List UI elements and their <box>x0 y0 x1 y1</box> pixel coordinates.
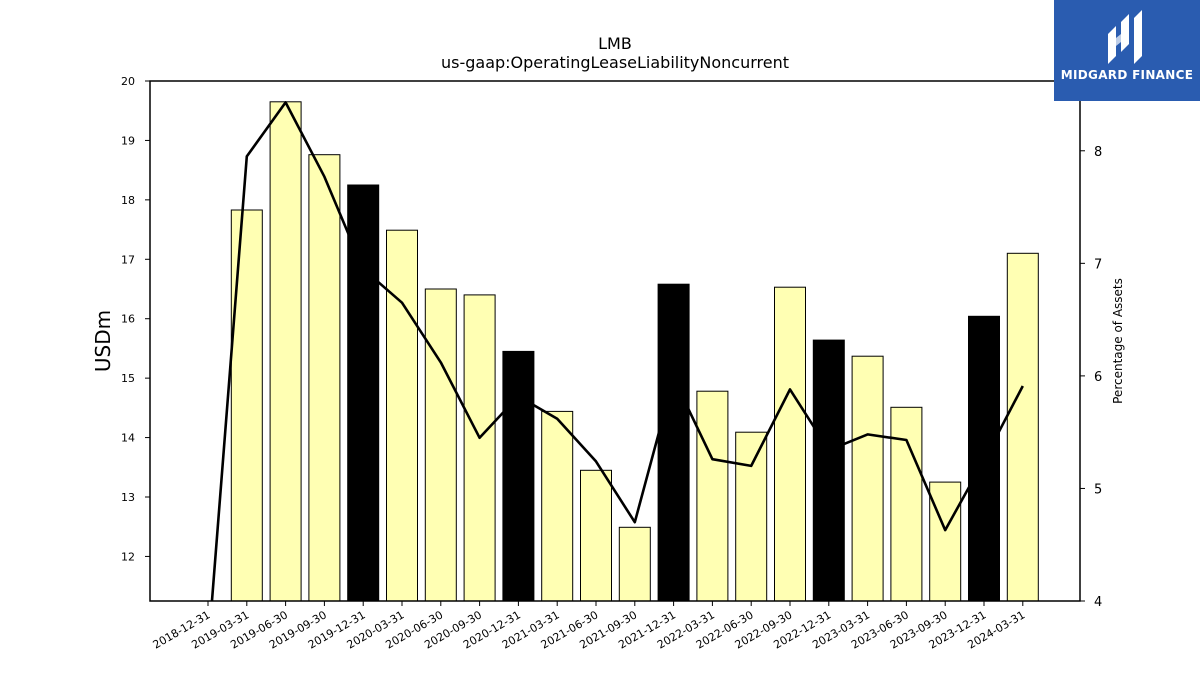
y2-tick-label: 4 <box>1094 595 1102 610</box>
chart-title: LMB <box>598 34 632 53</box>
bar-2022-12-31 <box>812 339 845 602</box>
bar-2021-12-31 <box>657 283 690 602</box>
bar-2021-06-30 <box>580 469 612 602</box>
brand-logo: MIDGARD FINANCE <box>1054 0 1200 101</box>
bar-2022-09-30 <box>774 286 806 602</box>
line-layer <box>210 101 1024 601</box>
y2-tick-label: 7 <box>1094 257 1102 272</box>
bar-2021-09-30 <box>618 526 651 602</box>
bars-layer <box>230 101 1039 602</box>
y-tick-label: 20 <box>121 75 135 88</box>
bar-2019-09-30 <box>308 154 341 602</box>
bar-2019-06-30 <box>269 101 302 602</box>
bar-2022-03-31 <box>696 390 729 602</box>
bar-2019-12-31 <box>347 184 380 602</box>
y-axis-right: 4 5 6 7 8 <box>1080 145 1102 610</box>
bar-2020-03-31 <box>386 229 418 602</box>
y2-axis-label: Percentage of Assets <box>1111 278 1125 404</box>
brand-name: MIDGARD FINANCE <box>1060 68 1194 82</box>
chart-subtitle: us-gaap:OperatingLeaseLiabilityNoncurren… <box>441 53 789 72</box>
bar-2020-09-30 <box>463 294 496 602</box>
bar-2020-06-30 <box>424 288 457 602</box>
logo-mark-icon <box>1108 10 1142 64</box>
x-axis: 2018-12-312019-03-312019-06-302019-09-30… <box>151 601 1027 652</box>
bar-2024-03-31 <box>1006 252 1039 602</box>
bar-2020-12-31 <box>502 350 535 602</box>
y2-tick-label: 8 <box>1094 145 1102 160</box>
y-tick-label: 17 <box>121 253 135 266</box>
bar-2023-06-30 <box>890 406 923 602</box>
y-tick-label: 16 <box>121 313 135 326</box>
y-tick-label: 18 <box>121 194 135 207</box>
percentage-line <box>210 101 1024 601</box>
bar-2022-06-30 <box>735 431 768 602</box>
y2-tick-label: 5 <box>1094 482 1102 497</box>
y-tick-label: 15 <box>121 372 135 385</box>
y-axis-left: 12 13 14 15 16 17 18 19 20 <box>121 75 150 563</box>
y2-tick-label: 6 <box>1094 370 1102 385</box>
y-tick-label: 14 <box>121 432 135 445</box>
bar-2023-09-30 <box>929 481 962 602</box>
y-tick-label: 12 <box>121 550 135 563</box>
y-tick-label: 13 <box>121 491 135 504</box>
y-axis-label: USDm <box>91 310 115 372</box>
plot-frame <box>149 80 1081 602</box>
bar-2019-03-31 <box>230 209 263 602</box>
bar-2023-03-31 <box>851 355 884 602</box>
bar-2021-03-31 <box>541 410 574 602</box>
y-tick-label: 19 <box>121 134 135 147</box>
